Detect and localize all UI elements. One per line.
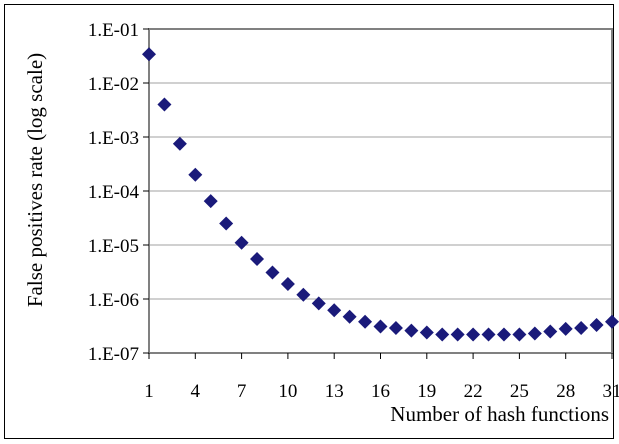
x-tick-label: 19 [417, 381, 436, 402]
data-point [481, 327, 496, 342]
data-point [404, 323, 419, 338]
data-point [388, 321, 403, 336]
x-tick-label: 28 [556, 381, 575, 402]
grid-lines [149, 82, 612, 300]
x-tick-label: 16 [371, 381, 390, 402]
data-point [342, 309, 357, 324]
data-point [466, 327, 481, 342]
x-tick-label: 7 [237, 381, 247, 402]
data-point [142, 47, 156, 62]
x-tick-label: 22 [464, 381, 483, 402]
data-point [172, 136, 187, 151]
data-point [250, 252, 265, 267]
y-tick-label: 1.E-04 [88, 182, 140, 203]
data-point [219, 216, 234, 231]
y-tick-label: 1.E-07 [88, 344, 139, 365]
data-point [265, 265, 280, 280]
data-point [543, 324, 558, 339]
data-point [234, 235, 249, 250]
data-point [605, 314, 619, 329]
data-point [280, 276, 295, 291]
x-tick-label: 31 [603, 381, 619, 402]
data-points [142, 47, 619, 342]
data-point [203, 194, 218, 209]
data-point [358, 314, 373, 329]
y-tick-label: 1.E-06 [88, 290, 139, 311]
data-point [419, 325, 434, 340]
data-point [373, 319, 388, 334]
y-tick-label: 1.E-03 [88, 128, 139, 149]
data-point [574, 321, 589, 336]
data-point [496, 327, 511, 342]
y-tick-label: 1.E-05 [88, 236, 139, 257]
chart-frame [4, 4, 614, 439]
data-point [327, 303, 342, 318]
data-point [589, 318, 604, 333]
data-point [157, 97, 172, 112]
data-point [296, 287, 311, 302]
x-tick-label: 25 [510, 381, 529, 402]
data-point [558, 321, 573, 336]
x-axis-ticks: 1 4 7 10 13 16 19 22 25 28 31 [144, 353, 619, 402]
x-axis-title: Number of hash functions [390, 402, 609, 426]
y-tick-label: 1.E-01 [88, 20, 139, 41]
x-tick-label: 10 [278, 381, 297, 402]
data-point [435, 327, 450, 342]
data-point [450, 327, 465, 342]
y-axis-ticks: 1.E-01 1.E-02 1.E-03 1.E-04 1.E-05 1.E-06 1.E-… [88, 20, 149, 365]
y-tick-label: 1.E-02 [88, 74, 139, 95]
x-tick-label: 13 [325, 381, 344, 402]
y-axis-title: False positives rate (log scale) [23, 53, 47, 307]
data-point [512, 327, 527, 342]
x-tick-label: 1 [144, 381, 154, 402]
data-point [311, 296, 326, 311]
data-point [527, 326, 542, 341]
x-tick-label: 4 [191, 381, 201, 402]
data-point [188, 167, 203, 182]
